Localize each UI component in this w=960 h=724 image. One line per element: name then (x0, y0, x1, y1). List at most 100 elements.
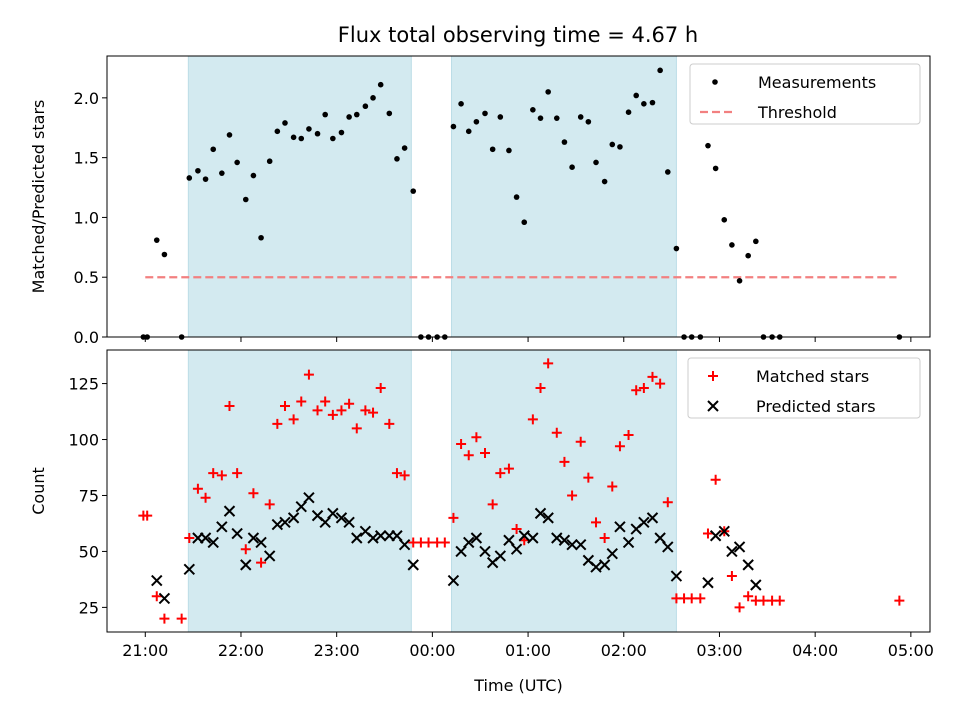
legend-marker-x (707, 400, 719, 412)
measurement-point (729, 242, 735, 248)
predicted-star-point (479, 545, 491, 558)
measurement-point (306, 126, 312, 132)
axes-frame (106, 349, 931, 633)
matched-star-point (208, 468, 219, 479)
predicted-star-point (566, 539, 578, 551)
measurement-point (394, 156, 400, 162)
measurement-point (346, 114, 352, 120)
measurement-point (290, 134, 297, 141)
measurement-point (545, 89, 551, 95)
matched-star-point (399, 470, 410, 481)
matched-star-point (655, 378, 666, 389)
measurement-point (153, 237, 160, 243)
measurement-point (577, 114, 584, 120)
measurement-point (705, 142, 711, 149)
predicted-star-point (207, 536, 219, 549)
legend-label: Predicted stars (756, 397, 876, 416)
matched-star-point (543, 358, 554, 369)
matched-star-point (758, 595, 769, 606)
measurement-point (258, 234, 264, 241)
matched-star-point (559, 456, 570, 467)
matched-star-point (471, 432, 482, 443)
predicted-star-point (606, 547, 618, 560)
measurement-point (617, 144, 623, 150)
predicted-star-point (709, 530, 722, 542)
matched-star-point (336, 405, 347, 416)
y-axis-label: Count (29, 467, 48, 515)
axes-frame (106, 55, 931, 338)
y-tick-label: 1.5 (74, 149, 99, 168)
y-tick-label: 100 (68, 431, 99, 450)
measurement-point (202, 176, 209, 182)
predicted-star-point (542, 512, 554, 524)
x-axis-label: Time (UTC) (473, 676, 562, 695)
predicted-star-point (510, 543, 523, 555)
matched-star-point (894, 595, 905, 606)
predicted-star-point (662, 541, 674, 553)
measurement-point (625, 109, 632, 115)
matched-star-point (480, 447, 491, 458)
predicted-star-point (598, 559, 611, 571)
legend-box (687, 357, 921, 419)
measurement-point (537, 115, 544, 121)
matched-star-point (327, 409, 338, 420)
matched-star-point (142, 510, 153, 521)
x-tick-label: 05:00 (888, 641, 934, 660)
measurement-point (450, 123, 457, 130)
matched-star-point (774, 595, 785, 606)
measurement-point (338, 129, 345, 136)
measurement-point (250, 172, 257, 179)
y-tick-label: 2.0 (74, 89, 99, 108)
matched-star-point (456, 439, 467, 449)
matched-star-point (360, 405, 371, 416)
measurement-point (234, 159, 240, 166)
predicted-star-point (247, 532, 260, 544)
measurement-point (489, 146, 496, 153)
matched-star-point (535, 383, 546, 394)
y-tick-label: 125 (68, 375, 99, 394)
measurement-point (521, 219, 528, 226)
matched-star-point (614, 441, 625, 452)
measurement-point (282, 120, 288, 126)
matched-star-point (176, 613, 187, 624)
predicted-star-point (574, 539, 587, 551)
measurement-point (553, 115, 560, 121)
measurement-point (410, 188, 417, 194)
predicted-star-point (287, 512, 300, 524)
matched-star-point (264, 499, 275, 510)
legend: Matched stars Predicted stars (687, 357, 921, 419)
predicted-star-point (335, 512, 348, 524)
predicted-star-point (646, 512, 659, 524)
matched-star-point (463, 450, 474, 461)
measurement-point (322, 111, 328, 118)
measurement-point (664, 169, 671, 175)
legend-marker-plus (708, 371, 718, 381)
predicted-star-point (327, 507, 339, 520)
matched-star-point (151, 591, 162, 602)
legend-box (689, 63, 921, 125)
predicted-star-point (255, 536, 267, 549)
matched-star-point (686, 593, 697, 604)
matched-star-point (743, 591, 754, 602)
y-tick-label: 75 (79, 486, 99, 505)
predicted-star-point (733, 541, 746, 553)
x-tick-label: 00:00 (409, 641, 455, 660)
matched-star-point (279, 400, 290, 411)
measurement-point (530, 107, 536, 113)
matched-star-point (503, 463, 514, 474)
measurement-point (219, 170, 225, 176)
observing-window (187, 55, 412, 338)
matched-star-point (599, 533, 610, 543)
measurement-point (330, 135, 336, 142)
y-tick-label: 0.0 (74, 328, 99, 347)
matched-star-point (662, 497, 673, 508)
legend-label: Matched stars (756, 367, 869, 386)
predicted-star-point (263, 550, 276, 562)
matched-star-point (734, 602, 745, 613)
matched-star-point (551, 427, 562, 438)
matched-star-point (495, 468, 506, 479)
predicted-star-point (398, 539, 411, 551)
predicted-star-point (726, 545, 738, 558)
predicted-star-point (231, 527, 243, 540)
measurement-point (721, 217, 728, 223)
